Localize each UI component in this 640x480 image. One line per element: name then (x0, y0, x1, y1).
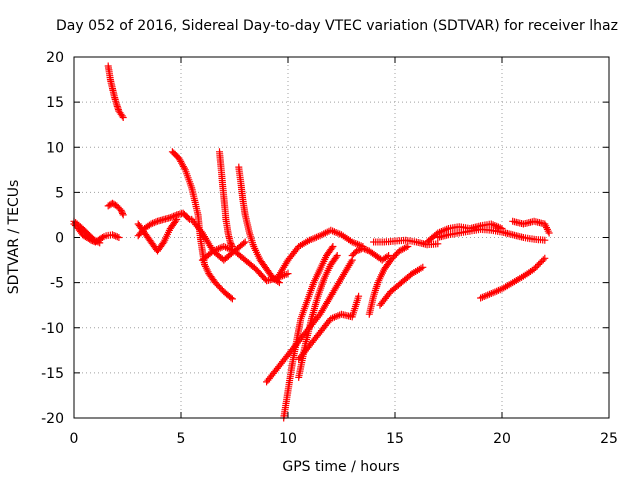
series-arc17 (295, 292, 363, 363)
data-point-markers (365, 243, 412, 318)
data-point-markers (273, 226, 367, 282)
y-tick-label: -15 (41, 366, 64, 382)
chart-title: Day 052 of 2016, Sidereal Day-to-day VTE… (56, 18, 618, 34)
series-arc13 (273, 226, 367, 282)
series-arc7 (134, 209, 194, 240)
y-tick-label: 5 (55, 185, 64, 201)
data-point-markers (104, 199, 127, 219)
data-point-markers (134, 209, 194, 240)
series-arc4 (104, 199, 127, 219)
x-tick-label: 15 (386, 431, 404, 447)
data-point-markers (102, 231, 123, 241)
x-tick-label: 20 (493, 431, 511, 447)
series-arc10 (216, 148, 236, 250)
y-tick-label: 10 (46, 140, 64, 156)
y-tick-label: 15 (46, 95, 64, 111)
series-arc23 (434, 225, 549, 244)
tick-labels: 0 5 10 15 20 25 20 15 10 5 0 -5 -10 -15 -20 (41, 50, 618, 447)
series-arc24 (509, 217, 553, 237)
data-point-markers (235, 163, 283, 287)
y-tick-label: -5 (50, 276, 64, 292)
series-arc18 (348, 244, 393, 264)
series-arc11 (235, 163, 283, 287)
data-point-markers (295, 292, 363, 363)
data-point-markers (434, 225, 549, 244)
data-points (70, 62, 553, 422)
axis-ticks (73, 56, 610, 419)
data-point-markers (370, 236, 442, 249)
series-arc25 (477, 254, 549, 302)
y-axis-label: SDTVAR / TECUs (6, 180, 22, 295)
series-arc19 (365, 243, 412, 318)
series-arc21 (370, 236, 442, 249)
data-point-markers (216, 148, 236, 250)
x-tick-label: 25 (600, 431, 618, 447)
x-axis-label: GPS time / hours (282, 459, 399, 475)
x-tick-label: 5 (177, 431, 186, 447)
x-tick-label: 10 (279, 431, 297, 447)
data-point-markers (348, 244, 393, 264)
data-point-markers (376, 263, 427, 309)
y-tick-label: 0 (55, 231, 64, 247)
data-point-markers (70, 217, 104, 247)
y-tick-label: -10 (41, 321, 64, 337)
x-tick-label: 0 (70, 431, 79, 447)
series-arc5 (102, 231, 123, 241)
series-arc2 (70, 217, 104, 247)
y-tick-label: -20 (41, 411, 64, 427)
data-point-markers (104, 62, 127, 121)
series-arc20 (376, 263, 427, 309)
data-point-markers (477, 254, 549, 302)
y-tick-label: 20 (46, 50, 64, 66)
data-point-markers (509, 217, 553, 237)
series-arc3 (104, 62, 127, 121)
